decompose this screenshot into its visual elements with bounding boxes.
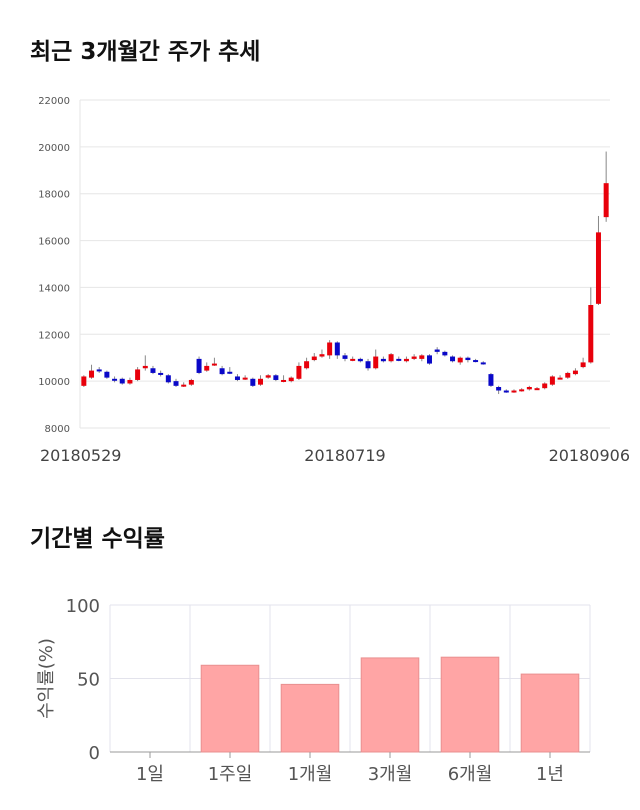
candle-body: [258, 378, 264, 385]
returns-chart-title: 기간별 수익률: [30, 526, 165, 552]
candle-body: [227, 371, 233, 374]
candle-body: [104, 371, 110, 378]
candle-body: [288, 377, 294, 382]
candle-body: [534, 388, 540, 391]
return-bar: [520, 673, 580, 753]
candle-body: [526, 387, 532, 390]
y-tick-label: 14000: [38, 283, 70, 294]
candle-body: [211, 363, 217, 366]
candle-body: [142, 365, 148, 369]
candle-body: [411, 356, 417, 359]
candle-body: [150, 368, 156, 373]
returns-bar-chart: 100 50 0 1일 1주일 1개월 3개월 6개월 1년 수익률(%): [36, 596, 591, 785]
candle-body: [173, 381, 179, 386]
y-tick-label: 12000: [38, 330, 70, 341]
candle-body: [81, 376, 87, 386]
candle-body: [158, 372, 164, 375]
candle-body: [89, 370, 95, 378]
candle-body: [127, 379, 133, 384]
candle-body: [304, 361, 310, 369]
candle-body: [580, 362, 586, 368]
candle-body: [396, 358, 402, 361]
x-tick-label: 1년: [536, 764, 564, 785]
candle-body: [403, 358, 409, 362]
candle-body: [595, 232, 601, 304]
y-tick-label: 16000: [38, 237, 70, 248]
candle-body: [565, 372, 571, 378]
candle-body: [234, 376, 240, 380]
x-tick-label: 20180529: [40, 446, 121, 465]
y-tick-label: 22000: [38, 96, 70, 107]
candle-body: [342, 355, 348, 359]
candle-body: [96, 369, 102, 372]
x-tick-label: 3개월: [368, 764, 413, 785]
y-tick-label: 0: [89, 743, 100, 764]
candle-body: [135, 369, 141, 380]
y-tick-label: 20000: [38, 143, 70, 154]
candle-body: [450, 356, 456, 362]
candle-body: [388, 354, 394, 362]
candle-body: [265, 375, 271, 378]
candle-body: [511, 390, 517, 393]
candle-body: [281, 379, 287, 382]
candle-body: [373, 356, 379, 369]
candle-body: [542, 383, 548, 389]
candle-body: [196, 358, 202, 373]
candle-body: [365, 361, 371, 369]
candle-body: [503, 390, 509, 393]
y-tick-label: 100: [66, 596, 100, 617]
candle-body: [165, 375, 171, 383]
candle-body: [296, 365, 302, 379]
y-tick-label: 18000: [38, 190, 70, 201]
candle-body: [319, 354, 325, 357]
candle-body: [181, 384, 187, 387]
candle-body: [357, 358, 363, 362]
candle-body: [204, 365, 210, 371]
candle-body: [311, 356, 317, 361]
candle-body: [557, 377, 563, 380]
candlestick-chart: 22000 20000 18000 16000 14000 12000 10000 8000 2…: [38, 96, 630, 465]
candle-body: [457, 357, 463, 363]
return-bar: [360, 657, 420, 753]
candle-body: [112, 378, 118, 381]
candle-body: [465, 357, 471, 361]
candle-body: [250, 378, 256, 386]
candle-body: [442, 351, 448, 356]
candle-body: [426, 355, 432, 364]
candle-body: [273, 375, 279, 380]
candle-body: [572, 370, 578, 375]
x-tick-label: 6개월: [448, 764, 493, 785]
candle-body: [473, 360, 479, 363]
x-tick-label: 1주일: [208, 764, 253, 785]
y-tick-label: 50: [77, 670, 100, 691]
candle-body: [188, 379, 194, 385]
x-tick-label: 20180906: [549, 446, 630, 465]
candle-body: [419, 355, 425, 359]
y-tick-label: 10000: [38, 377, 70, 388]
return-bar: [440, 656, 500, 753]
candle-body: [603, 183, 609, 218]
candle-body: [496, 387, 502, 391]
candle-body: [488, 374, 494, 386]
candle-body: [219, 368, 225, 375]
candle-body: [480, 362, 486, 365]
candle-body: [350, 358, 356, 361]
x-tick-label: 20180719: [304, 446, 385, 465]
return-bar: [280, 683, 340, 753]
candle-body: [242, 377, 248, 380]
candle-body: [549, 376, 555, 385]
candle-body: [434, 349, 440, 352]
candle-body: [519, 389, 525, 392]
candle-body: [588, 305, 594, 363]
price-chart-title: 최근 3개월간 주가 추세: [30, 39, 261, 65]
candle-body: [380, 358, 386, 362]
x-tick-label: 1일: [136, 764, 164, 785]
return-bar: [200, 664, 260, 753]
x-tick-label: 1개월: [288, 764, 333, 785]
y-tick-label: 8000: [45, 424, 70, 435]
candle-body: [119, 378, 125, 384]
candle-body: [334, 342, 340, 356]
candle-body: [327, 342, 333, 356]
y-axis-label: 수익률(%): [36, 638, 57, 719]
